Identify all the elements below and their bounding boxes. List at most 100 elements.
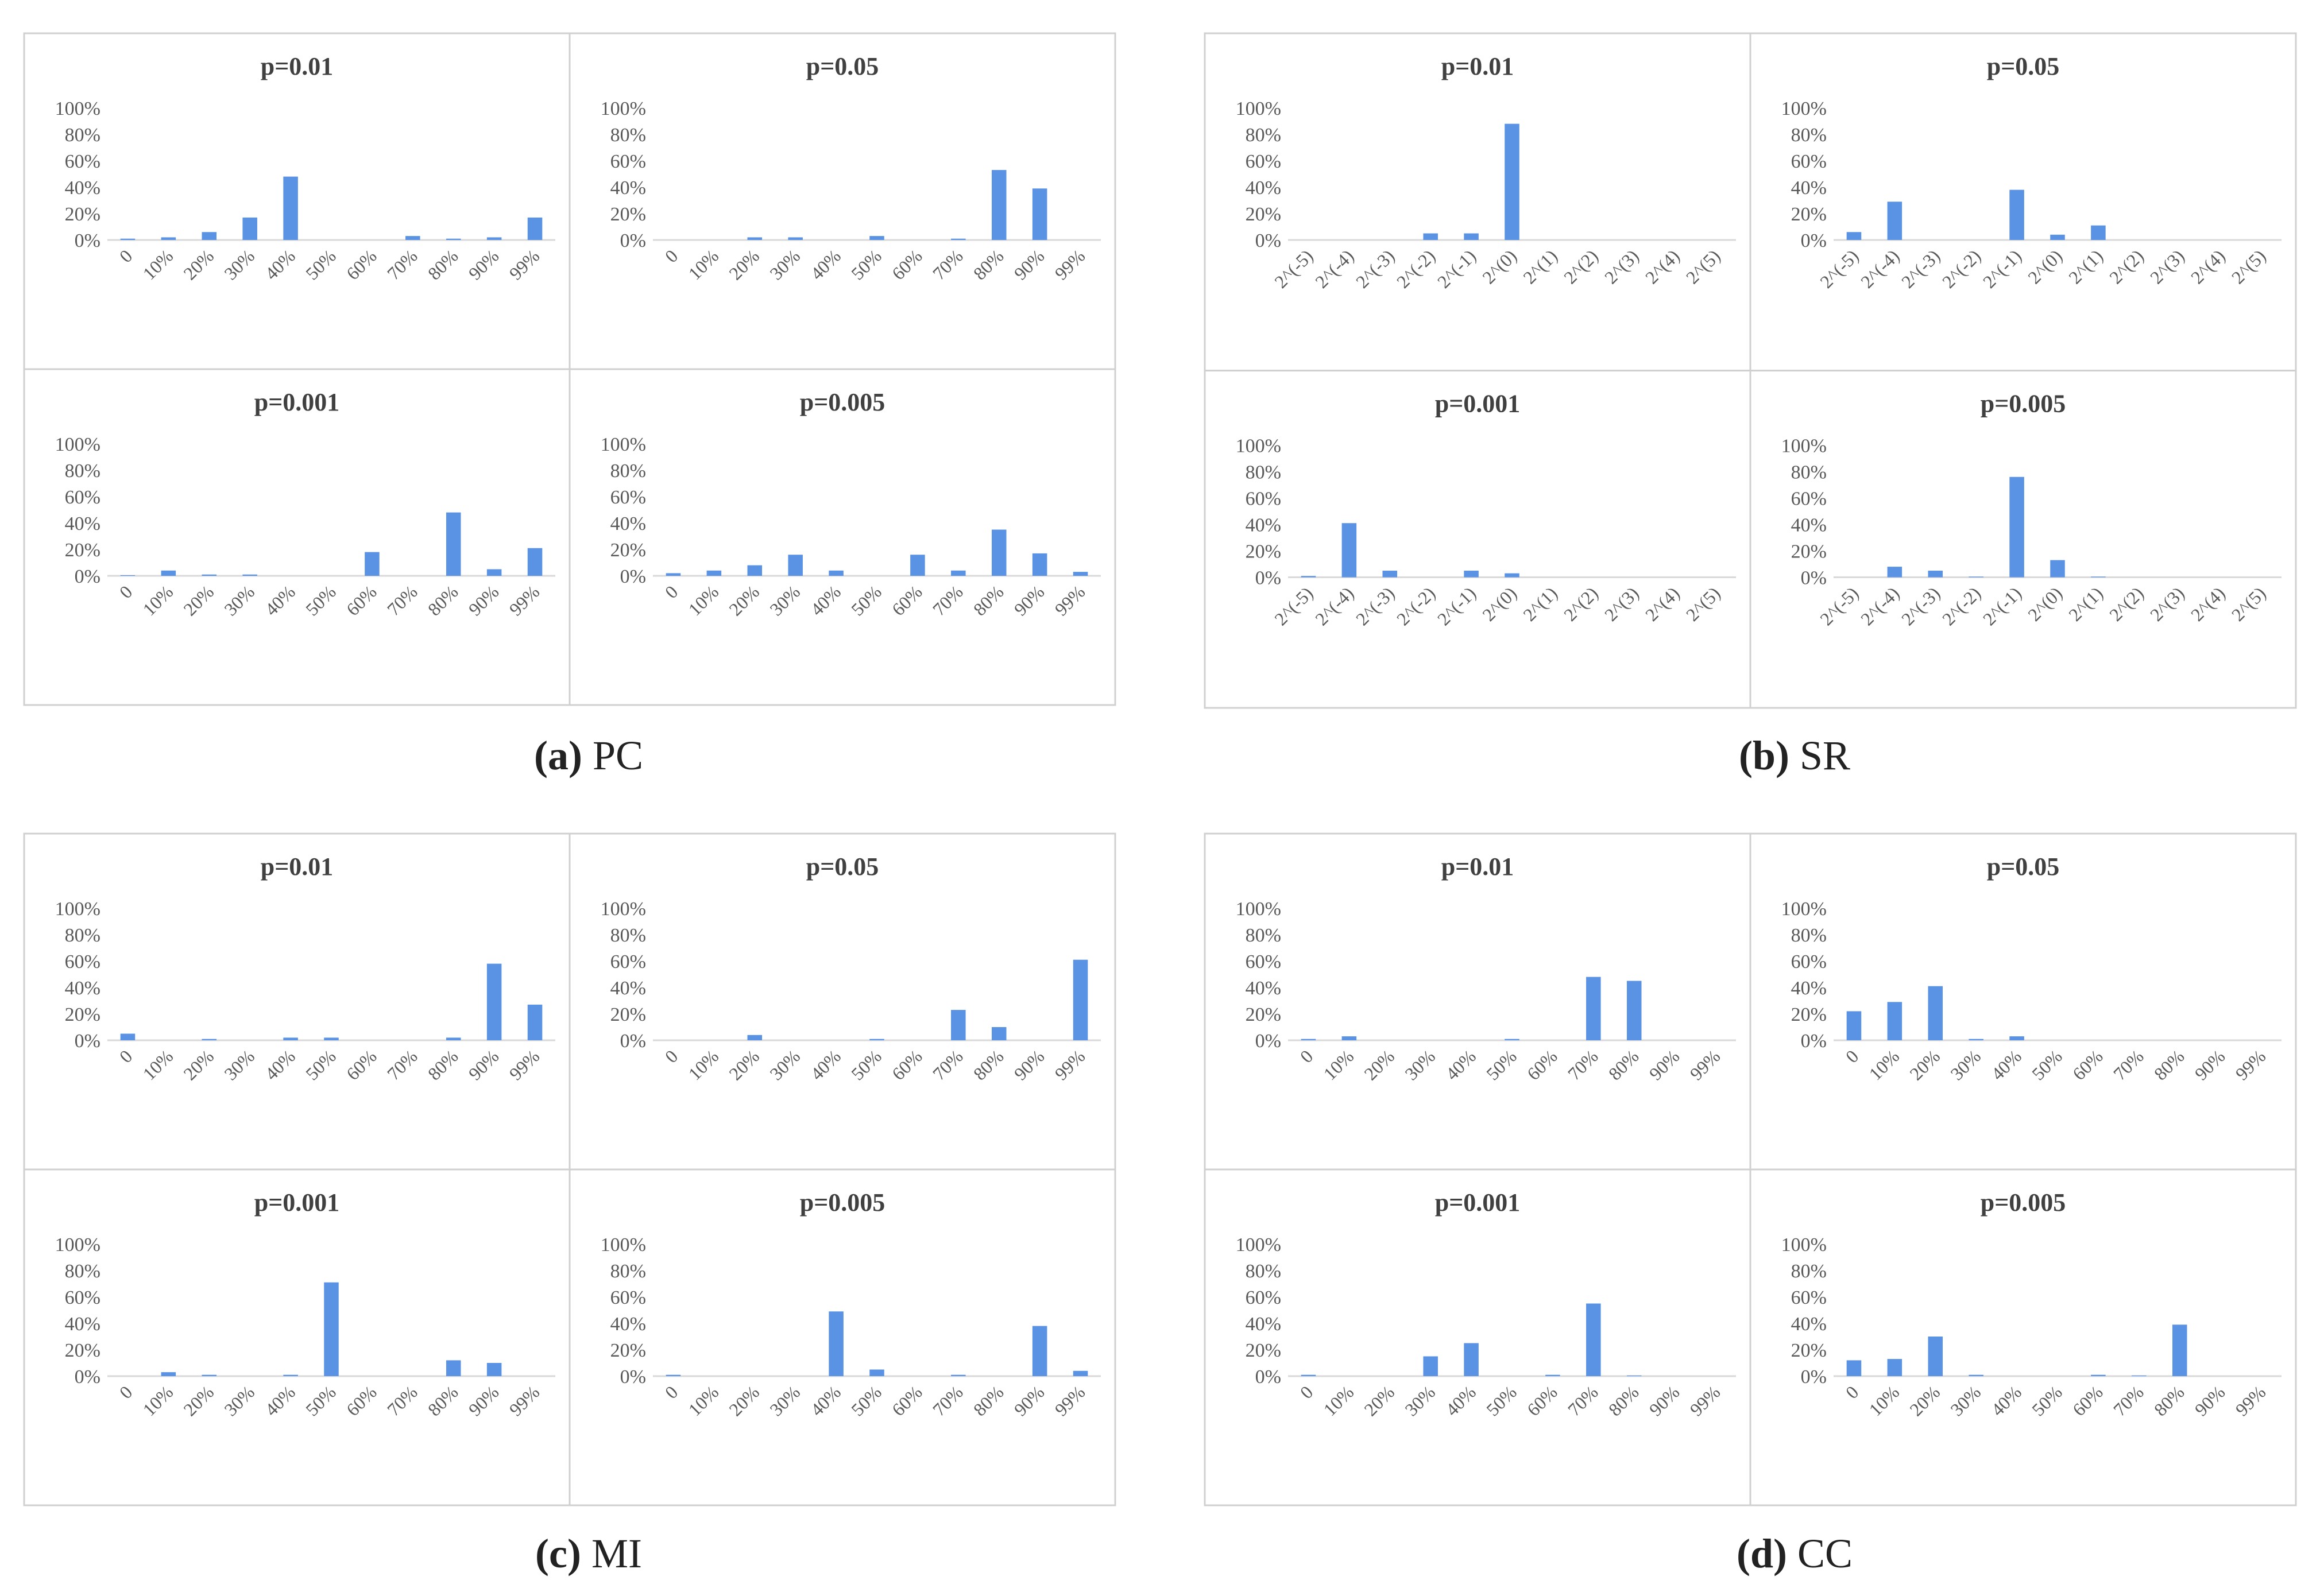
y-tick-label: 20%	[1791, 1340, 1827, 1361]
x-tick-label: 60%	[888, 1381, 926, 1420]
chart-panel-8: p=0.010%20%40%60%80%100%0 10% 20% 30% 40% 50%…	[55, 853, 555, 1084]
x-tick-label: 2^(4)	[2187, 583, 2229, 625]
x-tick-label: 80%	[969, 245, 1008, 284]
y-tick-label: 60%	[1791, 489, 1827, 510]
bar	[829, 1311, 844, 1376]
bar	[120, 1033, 136, 1040]
chart-title: p=0.05	[806, 853, 879, 881]
bar	[1505, 1039, 1519, 1040]
x-tick-label: 2^(-1)	[1433, 583, 1480, 629]
x-tick-label: 2^(5)	[1682, 245, 1724, 288]
x-tick-label: 2^(3)	[1600, 245, 1643, 288]
x-tick-label: 0	[115, 581, 137, 602]
chart-title: p=0.05	[806, 52, 879, 80]
y-tick-label: 20%	[1791, 204, 1827, 225]
x-tick-label: 20%	[1360, 1381, 1398, 1420]
chart-title: p=0.001	[254, 388, 340, 416]
y-tick-label: 60%	[1791, 951, 1827, 973]
x-tick-label: 2^(-4)	[1311, 583, 1358, 629]
bar	[1464, 1343, 1479, 1376]
x-tick-label: 2^(-2)	[1393, 583, 1439, 629]
x-tick-label: 2^(-5)	[1270, 583, 1317, 629]
x-tick-label: 10%	[138, 1045, 177, 1084]
x-tick-label: 80%	[424, 245, 462, 284]
x-tick-label: 70%	[929, 1381, 967, 1420]
x-tick-label: 20%	[1360, 1045, 1398, 1084]
chart-panel-6: p=0.0010%20%40%60%80%100%2^(-5)2^(-4)2^(…	[1236, 390, 1736, 629]
y-tick-label: 40%	[1791, 515, 1827, 536]
y-tick-label: 60%	[1791, 1287, 1827, 1308]
x-tick-label: 70%	[383, 1045, 422, 1084]
x-tick-label: 60%	[888, 245, 926, 284]
y-tick-label: 40%	[610, 1314, 646, 1335]
x-tick-label: 80%	[424, 581, 462, 619]
bar	[991, 1027, 1007, 1040]
bar	[2050, 560, 2065, 578]
bar	[283, 1374, 298, 1376]
y-tick-label: 100%	[1236, 436, 1281, 457]
bar	[1423, 233, 1438, 240]
bar	[242, 217, 257, 240]
x-tick-label: 2^(1)	[2064, 245, 2107, 288]
bar	[2172, 1324, 2187, 1376]
x-tick-label: 2^(1)	[2064, 583, 2107, 625]
y-tick-label: 60%	[610, 151, 646, 172]
chart-title: p=0.005	[1981, 1188, 2066, 1217]
x-tick-label: 90%	[465, 245, 503, 284]
x-tick-label: 2^(-1)	[1433, 245, 1480, 292]
x-tick-label: 60%	[342, 1045, 381, 1084]
y-tick-label: 20%	[1246, 1004, 1281, 1025]
y-tick-label: 60%	[1791, 151, 1827, 172]
x-tick-label: 30%	[220, 581, 258, 619]
x-tick-label: 99%	[505, 581, 544, 619]
x-tick-label: 20%	[1905, 1045, 1944, 1084]
y-tick-label: 60%	[65, 1287, 100, 1308]
x-tick-label: 40%	[806, 245, 845, 284]
x-tick-label: 30%	[1401, 1381, 1439, 1420]
y-tick-label: 80%	[65, 925, 100, 946]
bar	[869, 1369, 884, 1376]
x-tick-label: 10%	[1865, 1381, 1903, 1420]
y-tick-label: 40%	[1791, 1314, 1827, 1335]
y-tick-label: 20%	[610, 1004, 646, 1025]
bar	[1301, 576, 1316, 578]
x-tick-label: 20%	[725, 1045, 763, 1084]
bar	[2009, 1036, 2024, 1040]
x-tick-label: 30%	[220, 1045, 258, 1084]
x-tick-label: 40%	[1441, 1045, 1480, 1084]
y-tick-label: 60%	[65, 487, 100, 508]
y-tick-label: 100%	[601, 98, 646, 119]
x-tick-label: 90%	[2191, 1045, 2229, 1084]
y-tick-label: 0%	[1255, 568, 1281, 589]
x-tick-label: 70%	[1564, 1381, 1602, 1420]
y-tick-label: 100%	[1781, 98, 1827, 119]
x-tick-label: 2^(-5)	[1816, 583, 1862, 629]
x-tick-label: 90%	[465, 1381, 503, 1420]
x-tick-label: 70%	[2109, 1381, 2148, 1420]
y-tick-label: 0%	[75, 1031, 100, 1052]
chart-panel-5: p=0.050%20%40%60%80%100%2^(-5)2^(-4)2^(-…	[1781, 52, 2282, 292]
bar	[1423, 1356, 1438, 1376]
bar	[951, 1010, 966, 1040]
bar	[1073, 1370, 1088, 1376]
bar	[1887, 1002, 1902, 1040]
x-tick-label: 30%	[765, 245, 804, 284]
x-tick-label: 2^(-5)	[1270, 245, 1317, 292]
x-tick-label: 2^(1)	[1519, 245, 1561, 288]
x-tick-label: 2^(2)	[1560, 583, 1602, 625]
bar	[161, 570, 176, 576]
y-tick-label: 60%	[610, 1287, 646, 1308]
x-tick-label: 40%	[806, 1381, 845, 1420]
y-tick-label: 100%	[1236, 898, 1281, 920]
bar	[1545, 1374, 1560, 1376]
x-tick-label: 20%	[1905, 1381, 1944, 1420]
y-tick-label: 100%	[601, 434, 646, 455]
bar	[2091, 225, 2106, 240]
y-tick-label: 60%	[610, 487, 646, 508]
x-tick-label: 60%	[888, 581, 926, 619]
bar	[951, 1374, 966, 1376]
y-tick-label: 40%	[65, 177, 100, 199]
y-tick-label: 20%	[65, 540, 100, 561]
x-tick-label: 90%	[1010, 1045, 1049, 1084]
x-tick-label: 99%	[1051, 1381, 1089, 1420]
